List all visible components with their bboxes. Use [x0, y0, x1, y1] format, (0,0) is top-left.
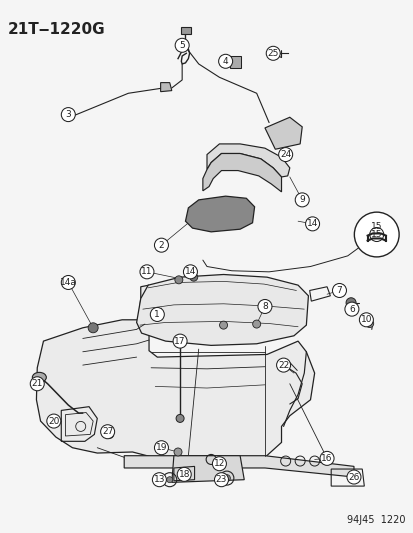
Circle shape [369, 228, 383, 241]
Polygon shape [264, 117, 301, 149]
Text: 10: 10 [360, 316, 371, 324]
Text: 14a: 14a [60, 278, 76, 287]
Text: 19: 19 [155, 443, 167, 452]
Text: 23: 23 [215, 475, 227, 484]
Text: 21T‒1220G: 21T‒1220G [8, 22, 105, 37]
Circle shape [154, 238, 168, 252]
Circle shape [30, 377, 44, 391]
Text: 13: 13 [153, 475, 165, 484]
Polygon shape [185, 196, 254, 232]
Text: 1: 1 [154, 310, 160, 319]
Circle shape [189, 273, 197, 281]
Circle shape [214, 473, 228, 487]
Circle shape [61, 276, 75, 289]
Polygon shape [206, 144, 289, 177]
Circle shape [276, 358, 290, 372]
Polygon shape [36, 285, 314, 464]
Text: 26: 26 [347, 473, 359, 481]
Circle shape [105, 430, 114, 439]
Circle shape [173, 334, 187, 348]
Text: 21: 21 [31, 379, 43, 388]
Circle shape [175, 38, 189, 52]
Circle shape [100, 425, 114, 439]
Text: 22: 22 [277, 361, 289, 369]
Polygon shape [171, 456, 244, 482]
Circle shape [252, 320, 260, 328]
Text: 20: 20 [48, 417, 59, 425]
Text: 9: 9 [299, 196, 304, 204]
Text: 7: 7 [336, 286, 342, 295]
Text: 12: 12 [213, 459, 225, 468]
Circle shape [278, 148, 292, 161]
Circle shape [294, 193, 309, 207]
Text: 8: 8 [261, 302, 267, 311]
Text: 24: 24 [279, 150, 291, 159]
Text: 18: 18 [178, 470, 190, 479]
Circle shape [166, 477, 172, 483]
Circle shape [223, 474, 230, 482]
Text: 27: 27 [102, 427, 113, 436]
Text: 15: 15 [370, 222, 382, 231]
Text: 5: 5 [179, 41, 185, 50]
Circle shape [354, 212, 398, 257]
Circle shape [218, 54, 232, 68]
Circle shape [174, 276, 183, 284]
Polygon shape [229, 56, 240, 68]
Circle shape [152, 473, 166, 487]
Polygon shape [160, 83, 171, 92]
Polygon shape [202, 154, 281, 192]
Text: 17: 17 [174, 337, 185, 345]
Circle shape [177, 467, 191, 481]
Circle shape [183, 265, 197, 279]
Circle shape [176, 414, 184, 423]
Circle shape [346, 470, 360, 484]
Circle shape [173, 448, 182, 456]
Circle shape [219, 321, 227, 329]
Text: 4: 4 [222, 57, 228, 66]
Text: 14: 14 [184, 268, 196, 276]
Polygon shape [180, 27, 191, 34]
Circle shape [140, 265, 154, 279]
Circle shape [319, 451, 333, 465]
Text: 11: 11 [141, 268, 152, 276]
Circle shape [212, 457, 226, 471]
Circle shape [332, 284, 346, 297]
Circle shape [344, 302, 358, 316]
Circle shape [154, 441, 168, 455]
Text: 16: 16 [320, 454, 332, 463]
Text: 94J45  1220: 94J45 1220 [347, 515, 405, 525]
Text: 15: 15 [370, 230, 382, 239]
Circle shape [345, 298, 355, 308]
Text: 3: 3 [65, 110, 71, 119]
Circle shape [365, 319, 373, 328]
Circle shape [358, 313, 373, 327]
Text: 14: 14 [306, 220, 318, 228]
Circle shape [61, 108, 75, 122]
Text: 2: 2 [158, 241, 164, 249]
Ellipse shape [32, 373, 46, 382]
Polygon shape [124, 456, 353, 477]
Circle shape [257, 300, 271, 313]
Circle shape [47, 414, 61, 428]
Circle shape [266, 46, 280, 60]
Text: 25: 25 [267, 49, 278, 58]
Circle shape [150, 308, 164, 321]
Circle shape [88, 323, 98, 333]
Text: 6: 6 [348, 305, 354, 313]
Circle shape [305, 217, 319, 231]
Polygon shape [136, 274, 308, 345]
